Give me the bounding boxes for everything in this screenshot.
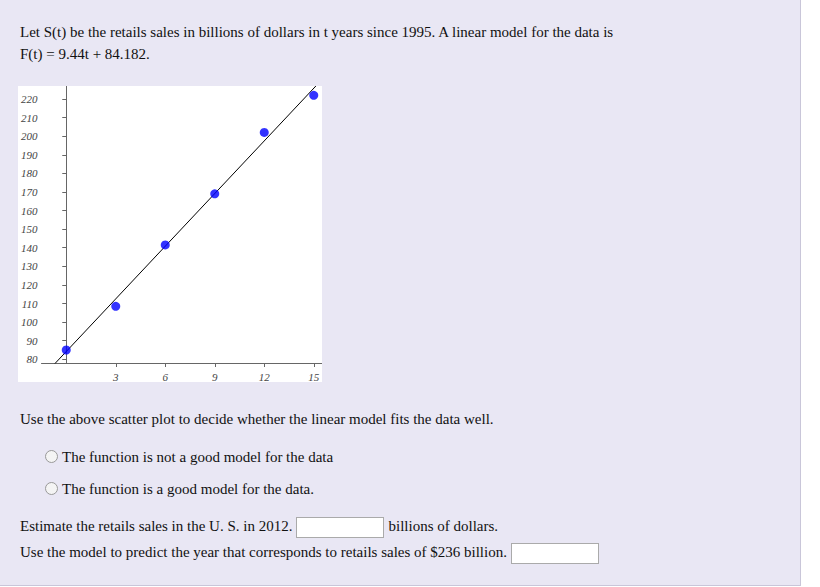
html-text:The function is not a good mod: The function is not a good model for the… bbox=[62, 449, 334, 465]
svg-text:200: 200 bbox=[21, 130, 38, 142]
svg-text:120: 120 bbox=[21, 279, 38, 291]
svg-text:150: 150 bbox=[21, 223, 38, 235]
html-text:Let S(t) be the retails sales: Let S(t) be the retails sales in billion… bbox=[20, 24, 614, 40]
svg-text:160: 160 bbox=[21, 205, 38, 217]
svg-text:210: 210 bbox=[21, 112, 38, 124]
svg-text:80: 80 bbox=[27, 353, 39, 365]
svg-text:190: 190 bbox=[21, 149, 38, 161]
svg-text:220: 220 bbox=[21, 93, 38, 105]
svg-text:15: 15 bbox=[308, 371, 320, 383]
html-text:Estimate the retails sales in: Estimate the retails sales in the U. S. … bbox=[20, 517, 293, 534]
svg-text:6: 6 bbox=[163, 371, 169, 383]
svg-text:12: 12 bbox=[259, 371, 271, 383]
svg-text:9: 9 bbox=[212, 371, 218, 383]
html-text:Use the above scatter plot to: Use the above scatter plot to decide whe… bbox=[20, 411, 494, 427]
html-text:Use the model to predict the y: Use the model to predict the year that c… bbox=[20, 543, 507, 560]
svg-text:90: 90 bbox=[27, 335, 39, 347]
svg-text:100: 100 bbox=[21, 316, 38, 328]
svg-text:110: 110 bbox=[22, 298, 38, 310]
html-text:F(t) = 9.44t + 84.182.: F(t) = 9.44t + 84.182. bbox=[20, 46, 150, 62]
svg-text:3: 3 bbox=[112, 371, 119, 383]
svg-text:170: 170 bbox=[21, 186, 38, 198]
svg-text:180: 180 bbox=[21, 167, 38, 179]
html-text:The function is a good model f: The function is a good model for the dat… bbox=[62, 481, 314, 497]
svg-text:130: 130 bbox=[21, 260, 38, 272]
svg-text:140: 140 bbox=[21, 242, 38, 254]
html-text:billions of dollars.: billions of dollars. bbox=[388, 517, 498, 534]
